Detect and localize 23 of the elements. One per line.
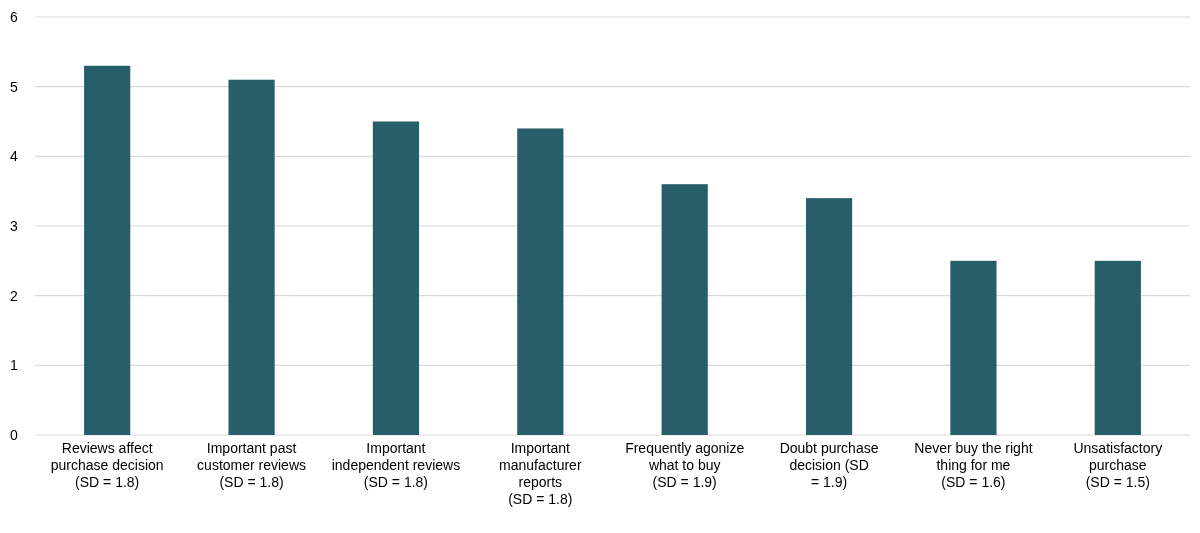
bar [372,121,420,435]
y-tick-label: 0 [10,426,19,443]
y-tick-label: 3 [10,217,19,234]
bar [805,198,853,435]
bar [661,184,708,435]
x-tick-label: Frequently agonize what to buy (SD = 1.9) [625,440,745,490]
y-tick-label: 4 [10,148,19,165]
x-tick-label: Important past customer reviews (SD = 1.8) [197,440,307,490]
bar [228,79,275,435]
y-tick-label: 6 [10,8,19,25]
x-tick-label: Doubt purchase decision (SD = 1.9) [779,440,879,490]
x-tick-label: Important independent reviews (SD = 1.8) [331,440,461,490]
x-tick-label: Important manufacturer reports (SD = 1.8) [499,440,582,507]
x-tick-label: Reviews affect purchase decision (SD = 1.8) [50,440,164,490]
x-tick-label: Unsatisfactory purchase (SD = 1.5) [1073,440,1163,490]
x-tick-label: Never buy the right thing for me (SD = 1.6) [914,440,1033,490]
bar [84,65,131,435]
bar [1094,260,1141,435]
bar [950,260,997,435]
y-tick-label: 5 [10,78,19,95]
bar [517,128,564,435]
y-tick-label: 2 [10,287,19,304]
y-tick-label: 1 [10,357,19,374]
